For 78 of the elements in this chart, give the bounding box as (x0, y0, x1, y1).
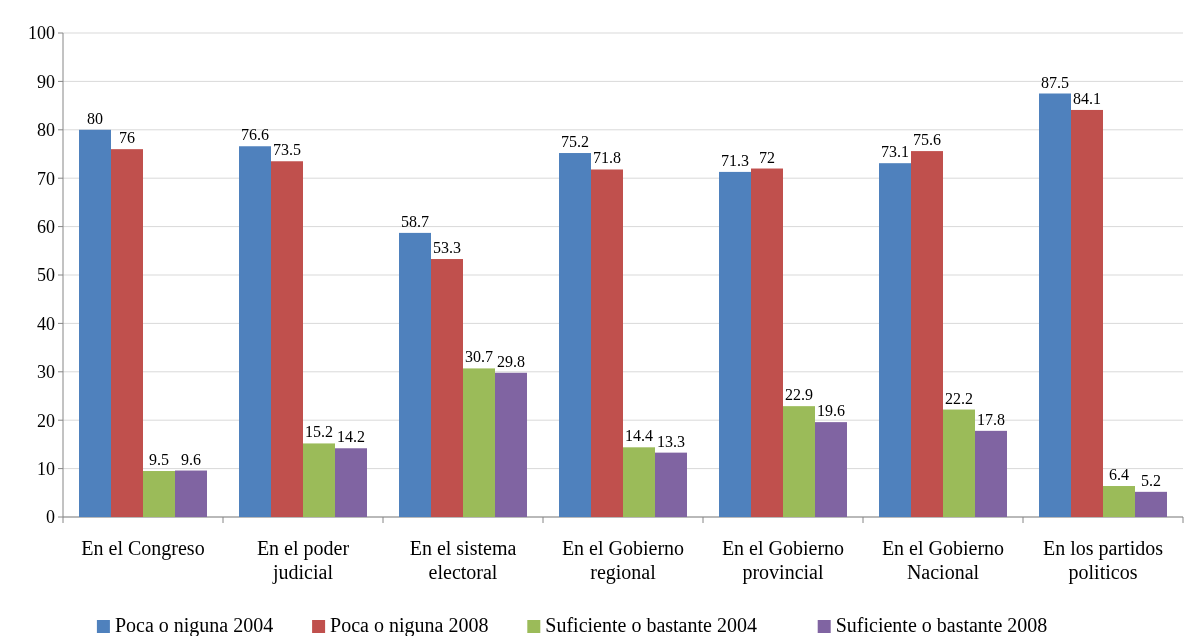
data-label: 15.2 (305, 423, 333, 441)
bar (1039, 93, 1071, 517)
bar (719, 171, 751, 517)
bar (911, 151, 943, 517)
data-label: 14.2 (337, 428, 365, 446)
bar (239, 146, 271, 517)
bar (879, 163, 911, 517)
data-label: 84.1 (1073, 89, 1101, 107)
bar (783, 406, 815, 517)
bar (271, 161, 303, 517)
bar (175, 470, 207, 517)
bar (143, 471, 175, 517)
x-tick-label: En el poder judicial (256, 537, 350, 584)
data-label: 9.6 (181, 450, 201, 468)
data-label: 22.2 (945, 389, 973, 407)
y-tick-label: 50 (37, 265, 55, 286)
bar (399, 232, 431, 517)
data-label: 73.1 (881, 143, 909, 161)
data-label: 71.3 (721, 151, 749, 169)
x-tick-label: En el Gobierno provincial (721, 537, 845, 584)
data-label: 71.8 (593, 149, 621, 167)
bar (815, 422, 847, 517)
bar (751, 168, 783, 517)
bar (335, 448, 367, 517)
data-label: 80 (87, 109, 103, 127)
bar (623, 447, 655, 517)
bar (1135, 491, 1167, 517)
data-label: 72 (759, 148, 775, 166)
data-label: 30.7 (465, 348, 493, 366)
data-label: 13.3 (657, 432, 685, 450)
data-label: 6.4 (1109, 466, 1129, 484)
data-label: 17.8 (977, 410, 1005, 428)
y-tick-label: 70 (37, 168, 55, 189)
data-label: 5.2 (1141, 471, 1161, 489)
data-label: 22.9 (785, 386, 813, 404)
bar (463, 368, 495, 517)
data-label: 75.6 (913, 131, 941, 149)
data-label: 14.4 (625, 427, 653, 445)
data-label: 76 (119, 129, 135, 147)
x-tick-label: En el Gobierno regional (561, 537, 685, 584)
bar (111, 149, 143, 517)
x-tick-label: En el sistema electoral (409, 537, 517, 583)
y-tick-label: 100 (28, 23, 55, 44)
y-tick-label: 60 (37, 216, 55, 237)
y-tick-label: 80 (37, 120, 55, 141)
x-tick-label: En el Congreso (81, 537, 205, 560)
bar (655, 452, 687, 517)
legend-label: Suficiente o bastante 2008 (835, 614, 1048, 636)
y-tick-label: 30 (37, 362, 55, 383)
bar (943, 409, 975, 517)
bar (1071, 109, 1103, 517)
legend-label: Poca o niguna 2004 (114, 614, 274, 636)
bar (591, 169, 623, 517)
x-tick-label: En los partidos politicos (1043, 537, 1164, 584)
bar (559, 153, 591, 517)
legend-label: Suficiente o bastante 2004 (545, 614, 757, 636)
y-tick-label: 0 (46, 507, 55, 528)
y-tick-label: 20 (37, 410, 55, 431)
bar (431, 259, 463, 517)
data-label: 87.5 (1041, 73, 1069, 91)
bar (79, 129, 111, 517)
data-label: 53.3 (433, 239, 461, 257)
bar (1103, 486, 1135, 517)
data-label: 75.2 (561, 133, 589, 151)
data-label: 19.6 (817, 402, 845, 420)
bar (303, 443, 335, 517)
data-label: 9.5 (149, 451, 169, 469)
data-label: 58.7 (401, 212, 429, 230)
data-label: 76.6 (241, 126, 269, 144)
data-label: 73.5 (273, 141, 301, 159)
data-label: 29.8 (497, 352, 525, 370)
bar (975, 430, 1007, 517)
y-tick-label: 90 (37, 71, 55, 92)
y-tick-label: 40 (37, 313, 55, 334)
x-tick-label: En el Gobierno Nacional (881, 537, 1005, 583)
bar (495, 372, 527, 517)
y-tick-label: 10 (37, 458, 55, 479)
legend-label: Poca o niguna 2008 (330, 614, 489, 636)
